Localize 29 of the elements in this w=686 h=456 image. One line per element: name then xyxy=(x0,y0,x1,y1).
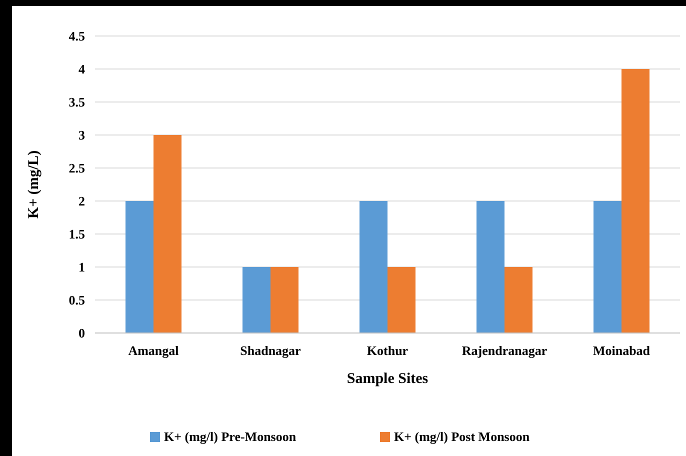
y-tick-label: 3 xyxy=(78,128,86,143)
y-axis-title: K+ (mg/L) xyxy=(26,150,42,219)
bar xyxy=(504,267,532,333)
legend-label: K+ (mg/l) Pre-Monsoon xyxy=(164,429,297,444)
bar xyxy=(154,135,182,333)
y-tick-label: 4 xyxy=(78,62,86,77)
bar xyxy=(476,201,504,333)
x-tick-label: Kothur xyxy=(366,343,408,358)
y-tick-label: 1 xyxy=(78,260,85,275)
x-tick-label: Amangal xyxy=(128,343,180,358)
bar xyxy=(360,201,388,333)
bar xyxy=(270,267,298,333)
bar xyxy=(622,69,650,333)
legend-label: K+ (mg/l) Post Monsoon xyxy=(394,429,530,444)
y-tick-label: 2.5 xyxy=(68,160,86,176)
y-tick-label: 4.5 xyxy=(68,28,86,44)
y-tick-label: 0 xyxy=(78,326,85,341)
y-tick-label: 1.5 xyxy=(68,226,86,242)
bar xyxy=(126,201,154,333)
x-tick-label: Shadnagar xyxy=(240,343,302,358)
y-tick-label: 2 xyxy=(78,194,85,209)
bar xyxy=(594,201,622,333)
x-axis-title: Sample Sites xyxy=(346,371,428,387)
bar xyxy=(388,267,416,333)
x-tick-label: Rajendranagar xyxy=(462,343,548,358)
y-tick-label: 0.5 xyxy=(68,292,86,308)
bar xyxy=(242,267,270,333)
x-tick-label: Moinabad xyxy=(592,343,651,358)
y-tick-label: 3.5 xyxy=(68,94,86,110)
